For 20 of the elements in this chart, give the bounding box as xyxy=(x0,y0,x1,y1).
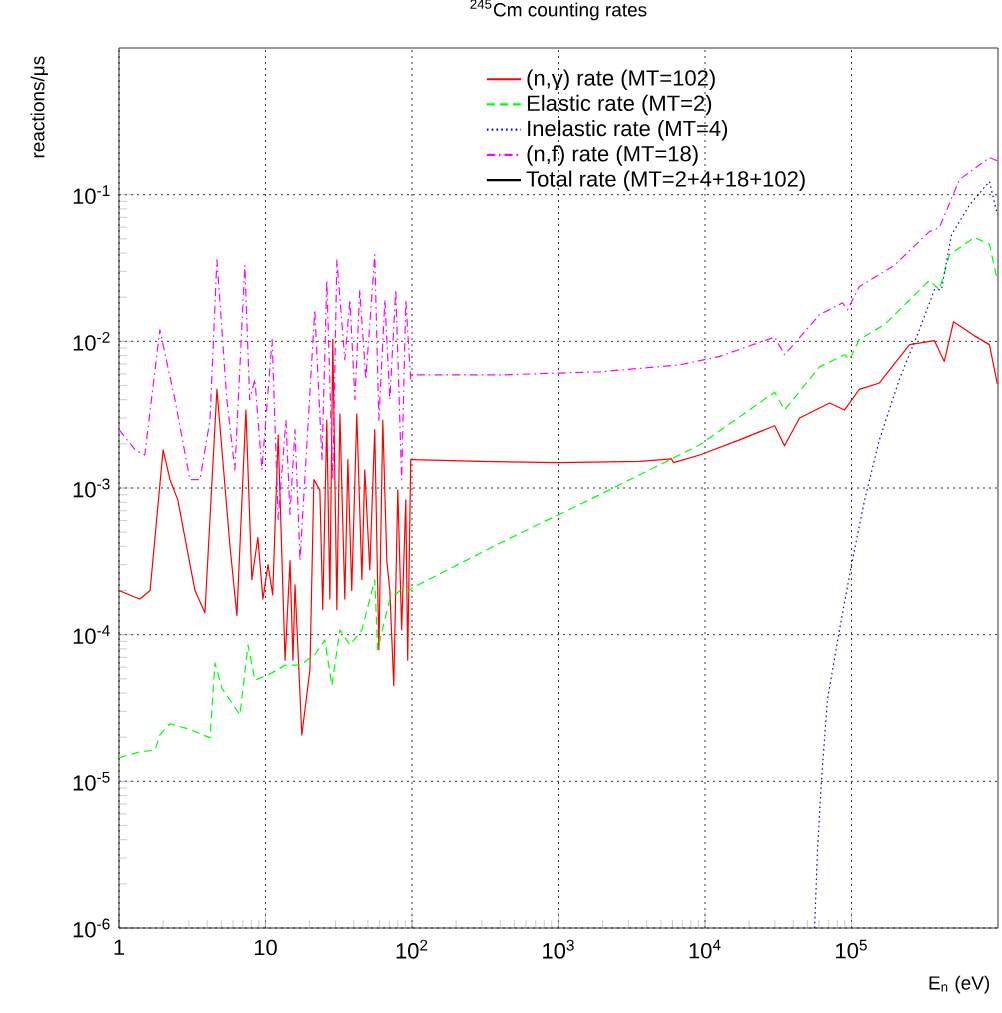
x-tick-label: 10$^{3}$ xyxy=(543,939,574,959)
y-tick-label: 10$^{-6}$ xyxy=(73,918,110,938)
y-tick-label: 10$^{-5}$ xyxy=(73,771,110,791)
legend-label: (n,γ) rate (MT=102) xyxy=(527,69,715,91)
x-tick-label: 1 xyxy=(114,939,125,955)
x-tick-label: 10$^{4}$ xyxy=(689,939,721,959)
x-tick-label: 10$^{5}$ xyxy=(836,939,867,959)
legend-label: Total rate (MT=2+4+18+102) xyxy=(526,170,805,192)
y-tick-label: 10$^{-2}$ xyxy=(73,331,110,351)
y-tick-label: 10$^{-4}$ xyxy=(73,625,110,645)
x-tick-label: 10 xyxy=(254,939,277,956)
y-tick-label: 10$^{-3}$ xyxy=(73,478,110,498)
y-tick-label: 10$^{-1}$ xyxy=(73,185,110,205)
x-axis-title: E$_{n}$ (eV) xyxy=(929,975,990,994)
chart-title: $^{245}$Cm counting rates xyxy=(470,0,647,21)
x-tick-label: 10$^{2}$ xyxy=(396,939,428,959)
y-axis-title: reactions/μs xyxy=(30,56,48,158)
legend-label: (n,f) rate (MT=18) xyxy=(527,145,698,166)
legend-label: Inelastic rate (MT=4) xyxy=(528,120,728,141)
legend-label: Elastic rate (MT=2) xyxy=(527,94,712,116)
